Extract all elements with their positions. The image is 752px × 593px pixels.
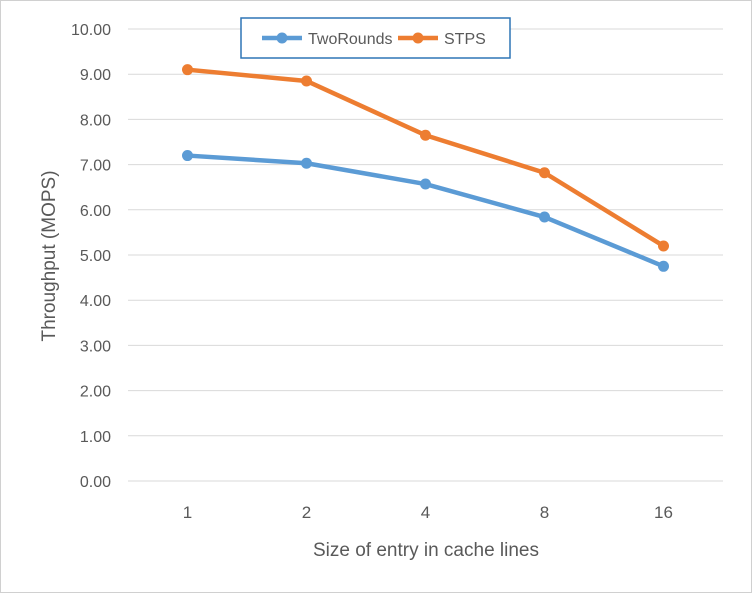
y-tick-label: 5.00 <box>80 248 111 265</box>
series-lines <box>182 64 669 272</box>
data-point-tworounds <box>182 150 193 162</box>
legend: TwoRounds STPS <box>240 17 511 59</box>
y-tick-label: 6.00 <box>80 203 111 220</box>
y-tick-label: 4.00 <box>80 293 111 310</box>
legend-label-stps: STPS <box>444 31 486 48</box>
x-axis-ticks: 1 2 4 8 16 <box>183 503 673 522</box>
y-tick-label: 7.00 <box>80 158 111 175</box>
data-point-stps <box>539 167 550 179</box>
y-tick-label: 8.00 <box>80 112 111 129</box>
data-point-tworounds <box>420 178 431 190</box>
series-line-stps <box>185 67 666 249</box>
x-tick-label: 16 <box>654 503 673 522</box>
x-tick-label: 4 <box>421 503 430 522</box>
data-point-stps <box>658 240 669 252</box>
x-tick-label: 8 <box>540 503 549 522</box>
legend-label-tworounds: TwoRounds <box>308 31 393 48</box>
x-tick-label: 2 <box>302 503 311 522</box>
data-point-tworounds <box>658 260 669 272</box>
y-tick-label: 9.00 <box>80 67 111 84</box>
y-tick-label: 2.00 <box>80 384 111 401</box>
series-line-tworounds <box>185 153 666 269</box>
y-tick-label: 3.00 <box>80 338 111 355</box>
data-point-tworounds <box>301 157 312 169</box>
x-axis-label: Size of entry in cache lines <box>313 540 539 561</box>
y-axis-ticks: 0.00 1.00 2.00 3.00 4.00 5.00 6.00 7.00 8.00 9.00… <box>71 22 111 491</box>
y-axis-label: Throughput (MOPS) <box>39 170 60 341</box>
y-tick-label: 10.00 <box>71 22 111 39</box>
y-tick-label: 0.00 <box>80 474 111 491</box>
data-point-stps <box>420 129 431 141</box>
legend-marker-tworounds <box>276 32 288 44</box>
legend-marker-stps <box>412 32 424 44</box>
x-tick-label: 1 <box>183 503 192 522</box>
y-tick-label: 1.00 <box>80 429 111 446</box>
data-point-stps <box>301 75 312 87</box>
data-point-tworounds <box>539 211 550 223</box>
data-point-stps <box>182 64 193 76</box>
